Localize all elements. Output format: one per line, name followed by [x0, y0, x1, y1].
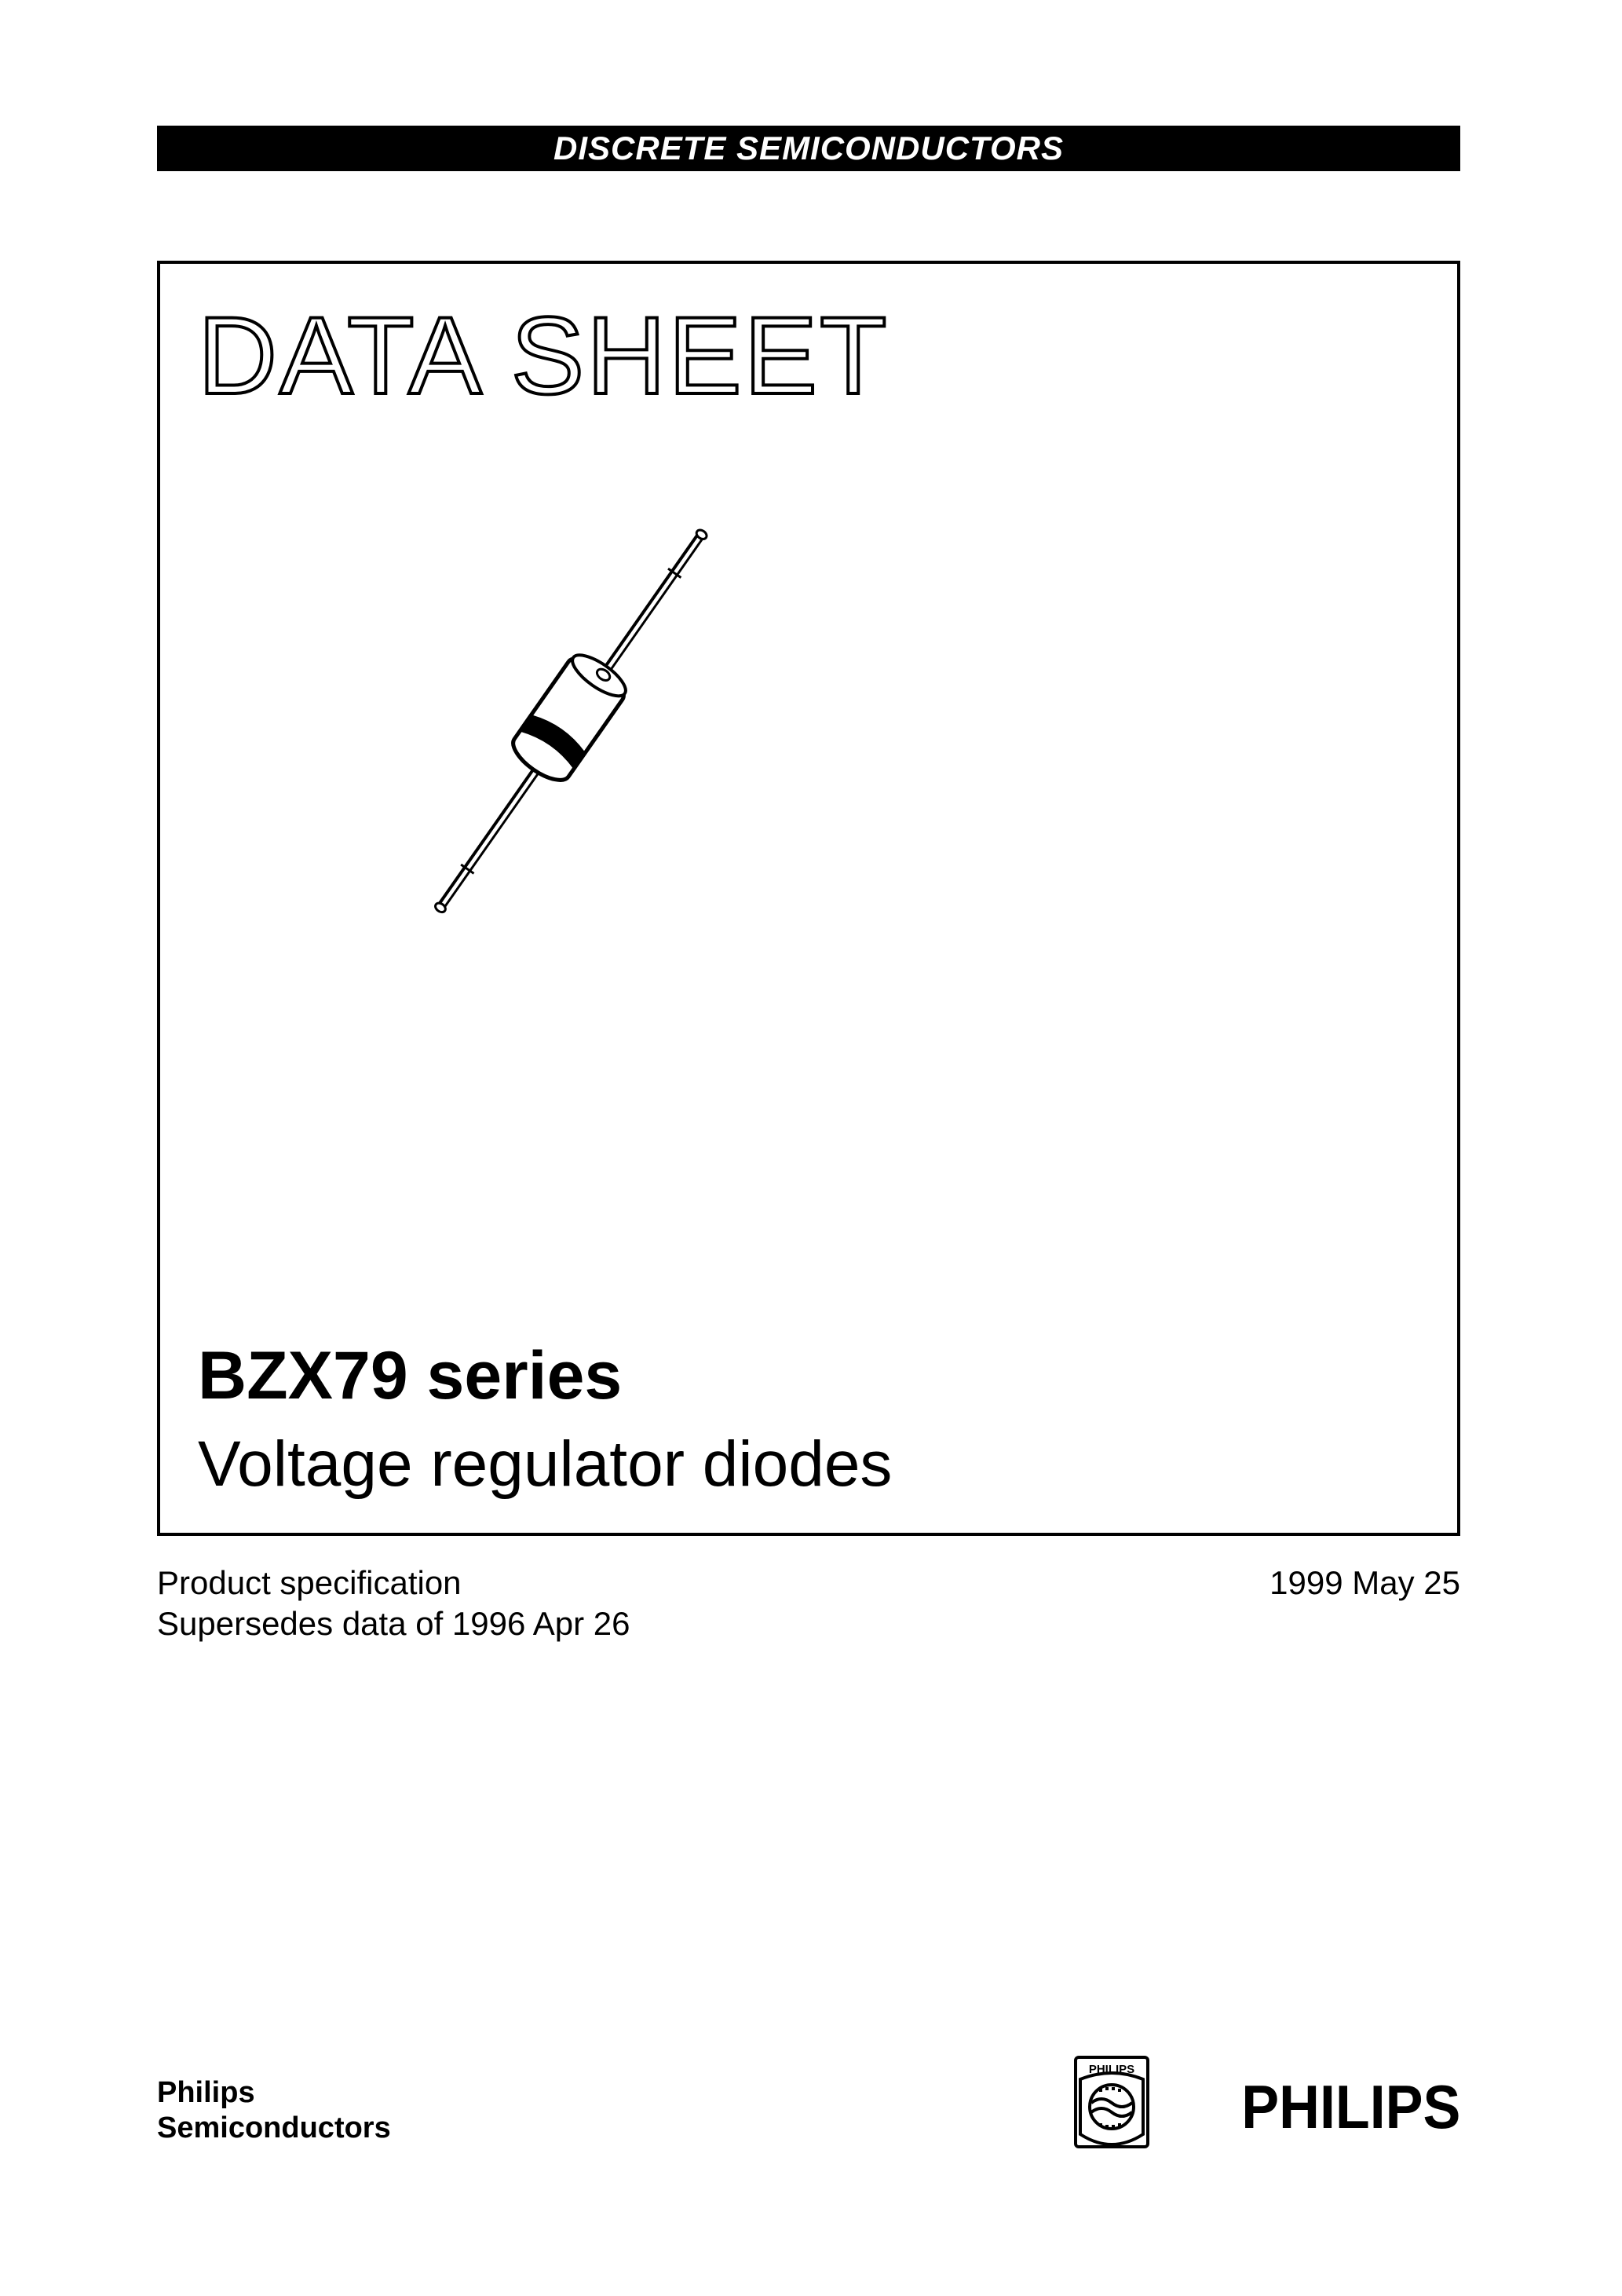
category-bar: DISCRETE SEMICONDUCTORS: [157, 126, 1460, 171]
spec-label: Product specification: [157, 1564, 462, 1602]
footer-org-line2: Semiconductors: [157, 2111, 391, 2147]
product-series: BZX79 series: [198, 1337, 622, 1415]
datasheet-cover-page: DISCRETE SEMICONDUCTORS DATA SHEET: [0, 0, 1622, 2296]
footer-org-line1: Philips: [157, 2075, 391, 2111]
supersedes-label: Supersedes data of 1996 Apr 26: [157, 1605, 630, 1643]
main-frame: DATA SHEET: [157, 261, 1460, 1536]
philips-shield-icon: PHILIPS: [1074, 2056, 1149, 2148]
footer-org: Philips Semiconductors: [157, 2075, 391, 2147]
category-bar-text: DISCRETE SEMICONDUCTORS: [553, 130, 1064, 167]
philips-wordmark: PHILIPS: [1241, 2071, 1460, 2143]
publication-date: 1999 May 25: [1269, 1564, 1460, 1602]
datasheet-title: DATA SHEET: [198, 292, 890, 419]
product-description: Voltage regulator diodes: [198, 1428, 892, 1501]
diode-illustration: [404, 507, 733, 931]
